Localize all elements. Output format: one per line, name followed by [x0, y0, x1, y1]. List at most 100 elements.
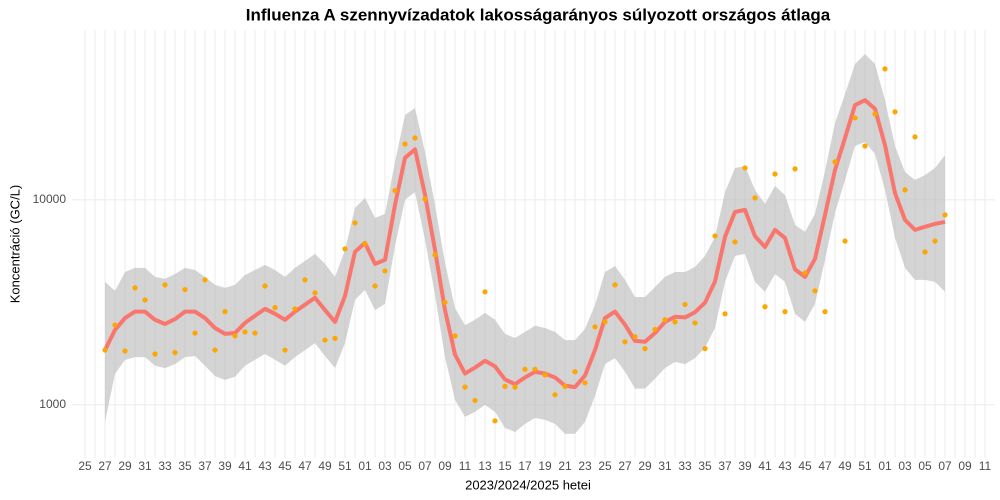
x-tick-label: 17	[518, 459, 532, 473]
data-point	[552, 392, 558, 398]
x-tick-label: 43	[258, 459, 272, 473]
data-point	[512, 384, 518, 390]
data-point	[302, 277, 308, 283]
data-point	[372, 283, 378, 289]
data-point	[182, 286, 188, 293]
chart-title: Influenza A szennyvízadatok lakosságarán…	[246, 5, 831, 24]
data-point	[572, 369, 578, 375]
data-point	[502, 383, 508, 389]
data-point	[102, 347, 108, 353]
data-point	[262, 283, 268, 289]
data-point	[682, 301, 688, 308]
x-tick-label: 49	[318, 459, 332, 473]
x-tick-label: 25	[598, 459, 612, 473]
x-tick-label: 03	[898, 459, 912, 473]
data-point	[642, 346, 648, 352]
data-point	[742, 165, 748, 171]
data-point	[532, 366, 538, 372]
data-point	[722, 311, 728, 317]
data-point	[792, 166, 798, 172]
data-point	[752, 195, 758, 201]
x-tick-label: 31	[138, 459, 152, 473]
x-tick-label: 47	[818, 459, 832, 473]
x-tick-label: 29	[118, 459, 132, 473]
data-point	[142, 297, 148, 303]
x-tick-label: 31	[658, 459, 672, 473]
data-point	[192, 330, 198, 336]
data-point	[472, 397, 478, 404]
data-point	[362, 241, 368, 247]
data-point	[762, 304, 768, 310]
data-point	[902, 187, 908, 193]
x-tick-label: 01	[358, 459, 372, 473]
data-point	[882, 66, 888, 72]
data-point	[702, 346, 708, 352]
data-point	[922, 249, 928, 255]
data-point	[382, 268, 388, 274]
x-tick-label: 07	[418, 459, 432, 473]
x-tick-label: 11	[459, 459, 472, 473]
data-point	[772, 171, 778, 177]
x-tick-label: 41	[758, 459, 772, 473]
data-point	[612, 282, 618, 288]
x-tick-label: 09	[958, 459, 972, 473]
data-point	[132, 285, 138, 291]
data-point	[422, 196, 428, 202]
data-point	[392, 188, 398, 194]
data-point	[872, 111, 878, 117]
x-tick-label: 35	[698, 459, 712, 473]
data-point	[152, 351, 158, 357]
x-tick-label: 09	[438, 459, 452, 473]
data-point	[812, 288, 818, 294]
data-point	[782, 309, 788, 315]
data-point	[582, 380, 588, 386]
data-point	[712, 233, 718, 239]
data-point	[492, 418, 498, 424]
data-point	[662, 317, 668, 323]
x-tick-label: 29	[638, 459, 652, 473]
data-point	[862, 143, 868, 149]
x-tick-label: 05	[918, 459, 932, 473]
smooth-line	[103, 98, 946, 390]
data-point	[672, 319, 678, 325]
data-point	[802, 270, 808, 276]
x-tick-label: 23	[578, 459, 592, 473]
x-tick-label: 39	[738, 459, 752, 473]
data-point	[632, 334, 638, 340]
data-point	[482, 289, 488, 295]
data-point	[402, 141, 408, 147]
data-point	[242, 329, 248, 335]
data-point	[932, 238, 938, 244]
x-tick-label: 35	[178, 459, 192, 473]
data-point	[452, 333, 458, 339]
x-axis-title: 2023/2024/2025 hetei	[465, 477, 591, 492]
x-tick-label: 43	[778, 459, 792, 473]
x-tick-label: 41	[238, 459, 252, 473]
data-point	[842, 238, 848, 244]
y-tick-label: 1000	[39, 397, 66, 411]
data-point	[462, 384, 468, 390]
data-point	[442, 299, 448, 306]
data-point	[652, 326, 658, 333]
data-point	[232, 333, 238, 339]
x-tick-label: 15	[498, 459, 512, 473]
data-point	[352, 220, 358, 226]
data-point	[322, 337, 328, 343]
x-tick-label: 49	[838, 459, 852, 473]
x-tick-label: 21	[558, 459, 572, 473]
x-tick-label: 05	[398, 459, 412, 473]
y-tick-label: 10000	[33, 192, 67, 206]
data-point	[562, 383, 568, 389]
data-point	[342, 246, 348, 252]
data-point	[622, 339, 628, 345]
data-point	[332, 335, 338, 341]
data-point	[892, 109, 898, 115]
x-tick-label: 51	[858, 459, 872, 473]
confidence-band	[105, 54, 945, 434]
data-point	[292, 306, 298, 312]
data-point	[942, 212, 948, 218]
x-tick-label: 45	[798, 459, 812, 473]
x-tick-label: 13	[478, 459, 492, 473]
x-tick-label: 25	[78, 459, 92, 473]
